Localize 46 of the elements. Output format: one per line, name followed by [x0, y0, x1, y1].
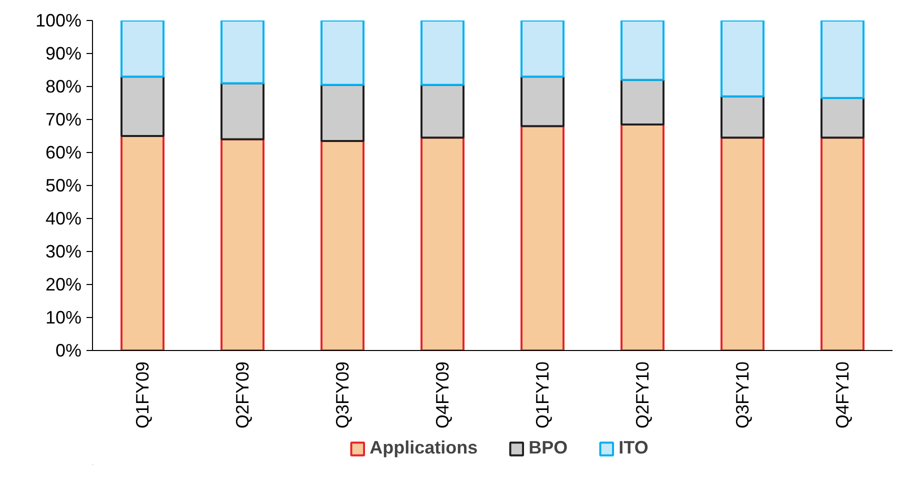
bar: [420, 20, 464, 86]
x-tick-label: Q1FY10: [532, 361, 552, 429]
bar: [320, 84, 364, 142]
bar: [620, 78, 664, 126]
x-tick-label: Q1FY09: [132, 361, 152, 429]
x-tick-label: Q4FY09: [432, 361, 452, 429]
bar: [820, 136, 864, 350]
bar: [320, 20, 364, 86]
bar: [720, 136, 764, 350]
bar: [120, 76, 164, 137]
bar: [720, 95, 764, 139]
y-tick-label: 50%: [45, 176, 82, 196]
x-tick-label: Q2FY09: [232, 361, 252, 429]
x-tick-label: Q3FY09: [332, 361, 352, 429]
x-tick-label: Q3FY10: [732, 361, 752, 429]
bar: [220, 82, 264, 140]
legend-label: Applications: [370, 438, 478, 458]
bar: [620, 123, 664, 350]
bar: [420, 136, 464, 350]
y-tick-label: 70%: [45, 110, 82, 130]
bar: [320, 140, 364, 350]
bar: [820, 97, 864, 139]
legend-label: ITO: [618, 438, 648, 458]
bar: [520, 20, 564, 78]
bar: [620, 20, 664, 81]
y-tick-label: 100%: [35, 10, 82, 30]
bar: [520, 125, 564, 350]
y-tick-label: 80%: [45, 76, 82, 96]
bar: [120, 20, 164, 78]
y-tick-label: 20%: [45, 274, 82, 294]
bar: [420, 84, 464, 139]
y-tick-label: 40%: [45, 208, 82, 228]
bar: [220, 20, 264, 84]
y-tick-label: 90%: [45, 44, 82, 64]
x-tick-label: Q2FY10: [632, 361, 652, 429]
y-tick-label: 60%: [45, 142, 82, 162]
bar: [220, 138, 264, 350]
x-tick-label: Q4FY10: [832, 361, 852, 429]
bar: [720, 20, 764, 98]
y-tick-label: 30%: [45, 242, 82, 262]
y-tick-label: 10%: [45, 308, 82, 328]
bar: [120, 135, 164, 350]
bar: [820, 20, 864, 100]
legend-label: BPO: [528, 438, 568, 458]
y-tick-label: 0%: [55, 340, 82, 360]
bar: [520, 76, 564, 128]
